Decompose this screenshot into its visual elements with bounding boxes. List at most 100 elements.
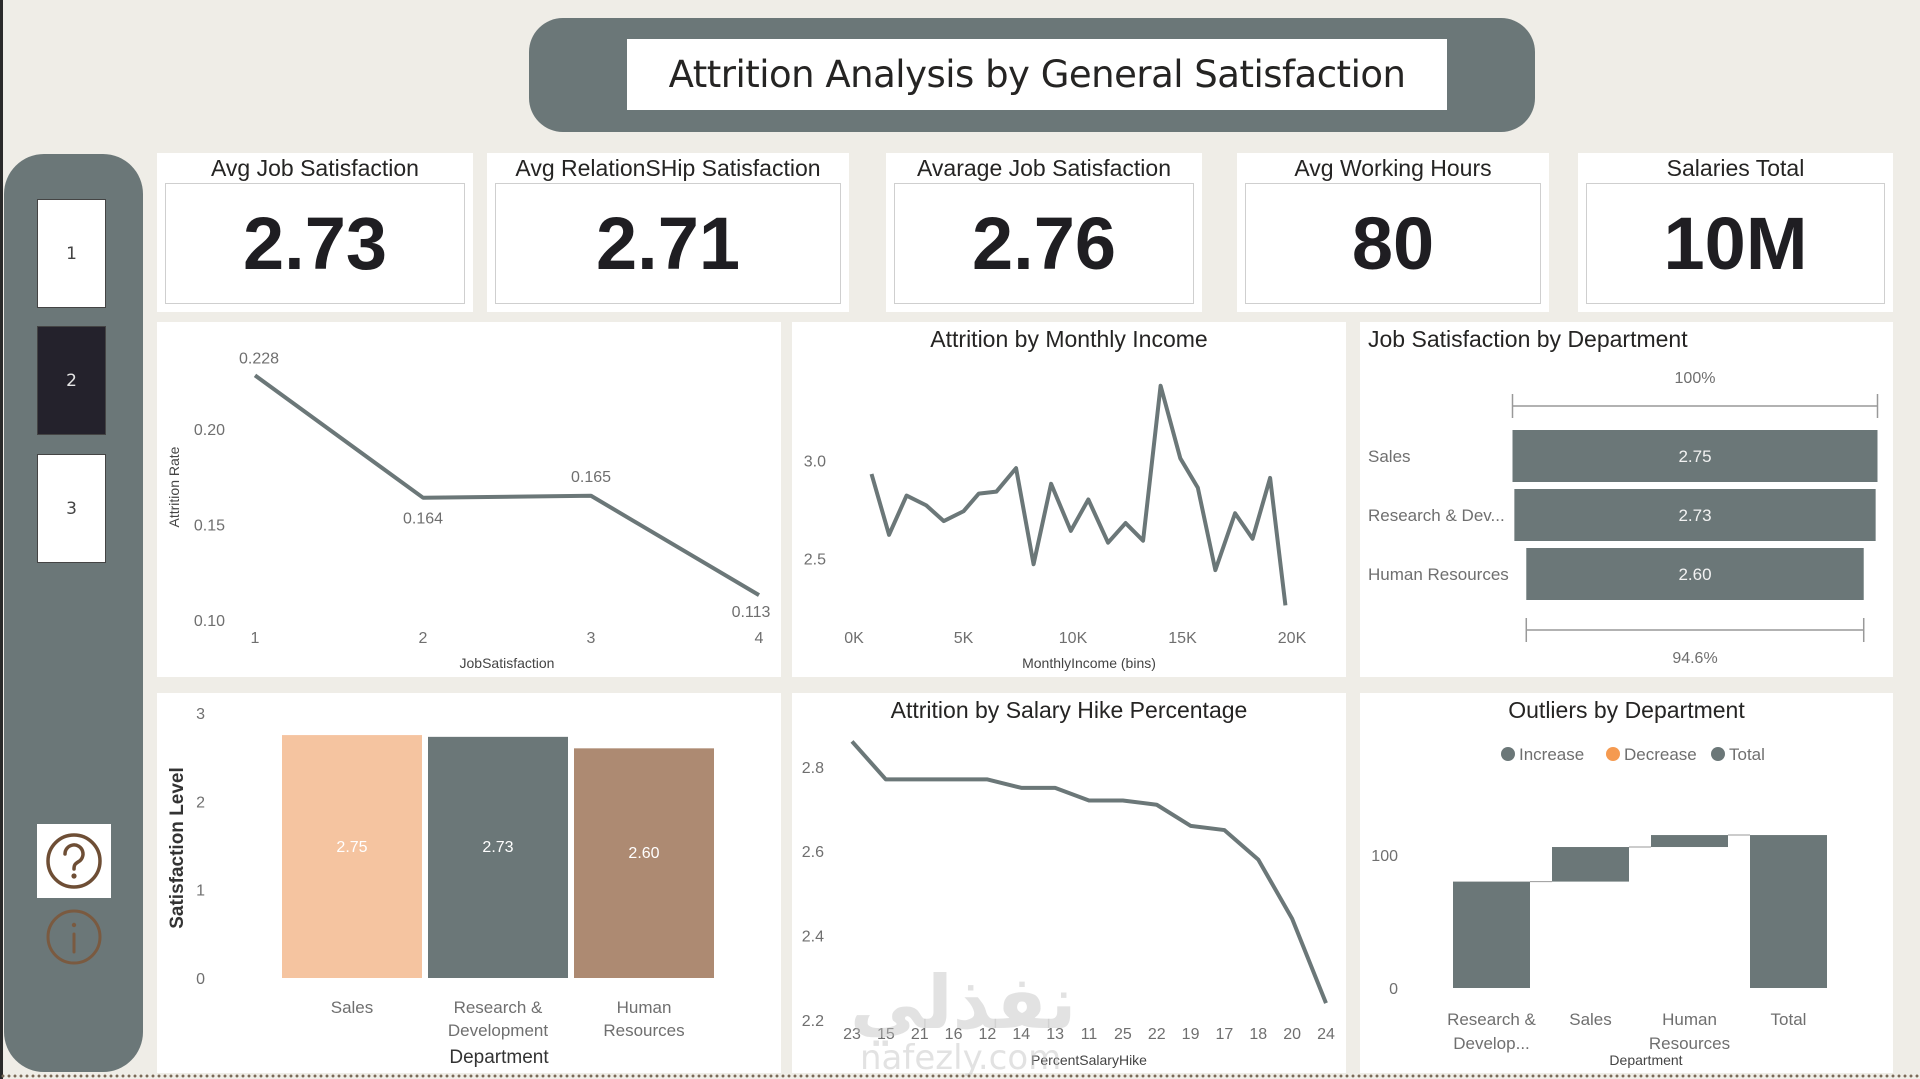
chart-title: Job Satisfaction by Department — [1368, 326, 1688, 352]
x-tick-label: 22 — [1148, 1026, 1166, 1043]
x-axis-label: PercentSalaryHike — [1031, 1052, 1147, 1068]
kpi-title: Avg RelationSHip Satisfaction — [515, 155, 821, 181]
legend-label: Decrease — [1624, 745, 1697, 764]
x-tick-label: Resources — [1649, 1034, 1730, 1053]
x-tick-label: 3 — [587, 630, 596, 647]
x-tick-label: 10K — [1059, 630, 1088, 647]
kpi-title: Salaries Total — [1666, 155, 1805, 181]
waterfall-bar — [1651, 835, 1728, 848]
category-label: Research & Dev... — [1368, 506, 1505, 525]
x-tick-label: 17 — [1216, 1026, 1234, 1043]
kpi-value-box: 10M — [1586, 183, 1885, 304]
data-label: 0.165 — [571, 469, 611, 486]
chart-svg: 0.10 0.15 0.20 1 2 3 4 JobSatisfaction Attrition… — [166, 350, 771, 671]
chart-outliers-by-department[interactable]: Outliers by Department Increase Decrease T… — [1360, 693, 1893, 1073]
x-tick-label: Research & — [1447, 1010, 1536, 1029]
x-tick-label: 0K — [844, 630, 864, 647]
data-label: 0.164 — [403, 511, 443, 528]
y-tick-label: 0.15 — [194, 517, 225, 534]
chart-title: Attrition by Monthly Income — [930, 326, 1208, 352]
page-button-1[interactable]: 1 — [37, 199, 106, 308]
page-navigator: 1 2 3 — [4, 154, 143, 1072]
x-tick-label: 20 — [1283, 1026, 1301, 1043]
kpi-value-box: 80 — [1245, 183, 1541, 304]
x-tick-label: 16 — [945, 1026, 963, 1043]
funnel-bar — [1526, 548, 1864, 600]
chart-svg: 2.5 3.0 0K 5K 10K 15K 20K MonthlyIncome (bins) — [804, 383, 1307, 671]
info-button[interactable] — [41, 904, 107, 970]
chart-satisfaction-level-by-department[interactable]: 0 1 2 3 Satisfaction Level 2.75 Sales 2.73 Resea… — [157, 693, 781, 1073]
x-tick-label: Human — [1662, 1010, 1717, 1029]
x-axis-label: Department — [449, 1047, 549, 1068]
funnel-top-label: 100% — [1675, 370, 1716, 387]
y-tick-label: 2.5 — [804, 551, 826, 568]
x-tick-label: Research & — [454, 998, 543, 1017]
x-tick-label: Resources — [603, 1021, 684, 1040]
y-tick-label: 0 — [196, 971, 205, 988]
y-tick-label: 0.20 — [194, 422, 225, 439]
x-tick-label: 2 — [419, 630, 428, 647]
x-tick-label: Human — [617, 998, 672, 1017]
y-tick-label: 2.2 — [802, 1013, 824, 1030]
help-button[interactable] — [37, 824, 111, 898]
x-tick-label: 5K — [954, 630, 974, 647]
x-tick-label: 23 — [843, 1026, 861, 1043]
data-label: 2.73 — [1678, 506, 1711, 525]
kpi-value: 2.76 — [971, 202, 1117, 285]
x-tick-label: Total — [1771, 1010, 1807, 1029]
data-label: 2.60 — [1678, 565, 1711, 584]
x-tick-label: 12 — [979, 1026, 997, 1043]
page-title: Attrition Analysis by General Satisfacti… — [668, 53, 1406, 96]
bar — [574, 748, 714, 978]
title-box: Attrition Analysis by General Satisfacti… — [627, 39, 1447, 110]
series-line — [869, 383, 1288, 606]
waterfall-bar — [1750, 835, 1827, 988]
question-circle-icon — [46, 833, 102, 889]
bar — [282, 735, 422, 978]
x-tick-label: 11 — [1081, 1026, 1098, 1043]
x-tick-label: 15 — [877, 1026, 895, 1043]
y-tick-label: 1 — [196, 883, 205, 900]
x-tick-label: 13 — [1046, 1026, 1064, 1043]
chart-title: Outliers by Department — [1508, 697, 1745, 723]
page-button-label: 1 — [66, 243, 77, 264]
chart-attrition-by-jobsatisfaction[interactable]: 0.10 0.15 0.20 1 2 3 4 JobSatisfaction Attrition… — [157, 322, 781, 677]
chart-attrition-by-salary-hike[interactable]: Attrition by Salary Hike Percentage 2.2 2… — [792, 693, 1346, 1073]
series-line — [850, 740, 1328, 1004]
kpi-value-box: 2.76 — [894, 183, 1194, 304]
funnel-bar — [1514, 489, 1876, 541]
x-tick-label: 21 — [911, 1026, 929, 1043]
info-circle-icon — [46, 909, 102, 965]
funnel-bottom-label: 94.6% — [1672, 650, 1717, 667]
kpi-value-box: 2.73 — [165, 183, 465, 304]
kpi-title: Avg Job Satisfaction — [211, 155, 419, 181]
y-tick-label: 2 — [196, 794, 205, 811]
x-tick-label: 14 — [1012, 1026, 1030, 1043]
x-tick-label: Sales — [331, 998, 374, 1017]
chart-svg: Increase Decrease Total 0 100 Research & Devel… — [1371, 745, 1827, 1068]
data-label: 2.73 — [482, 839, 513, 856]
x-tick-label: 1 — [251, 630, 260, 647]
kpi-card-avg-working-hours: Avg Working Hours 80 — [1237, 153, 1549, 312]
kpi-card-avg-relationship-satisfaction: Avg RelationSHip Satisfaction 2.71 — [487, 153, 849, 312]
page-button-2[interactable]: 2 — [37, 326, 106, 435]
x-tick-label: 18 — [1249, 1026, 1267, 1043]
y-tick-label: 100 — [1371, 848, 1398, 865]
kpi-card-avg-job-satisfaction: Avg Job Satisfaction 2.73 — [157, 153, 473, 312]
chart-attrition-by-monthly-income[interactable]: Attrition by Monthly Income 2.5 3.0 0K 5K 10… — [792, 322, 1346, 677]
kpi-value: 2.73 — [242, 202, 388, 285]
x-axis-label: Department — [1609, 1052, 1682, 1068]
legend-label: Total — [1729, 745, 1765, 764]
chart-svg: 0 1 2 3 Satisfaction Level 2.75 Sales 2.73 Resea… — [167, 706, 714, 1068]
y-tick-label: 2.8 — [802, 760, 824, 777]
y-axis-label: Satisfaction Level — [167, 767, 188, 929]
legend-marker — [1501, 747, 1515, 761]
chart-job-satisfaction-by-department[interactable]: Job Satisfaction by Department 100% 2.75 S… — [1360, 322, 1893, 677]
page-button-3[interactable]: 3 — [37, 454, 106, 563]
kpi-title: Avarage Job Satisfaction — [916, 155, 1171, 181]
waterfall-bar — [1453, 881, 1530, 988]
x-tick-label: 4 — [755, 630, 764, 647]
series-line — [253, 373, 761, 597]
y-tick-label: 3.0 — [804, 453, 826, 470]
data-label: 0.113 — [732, 604, 771, 621]
